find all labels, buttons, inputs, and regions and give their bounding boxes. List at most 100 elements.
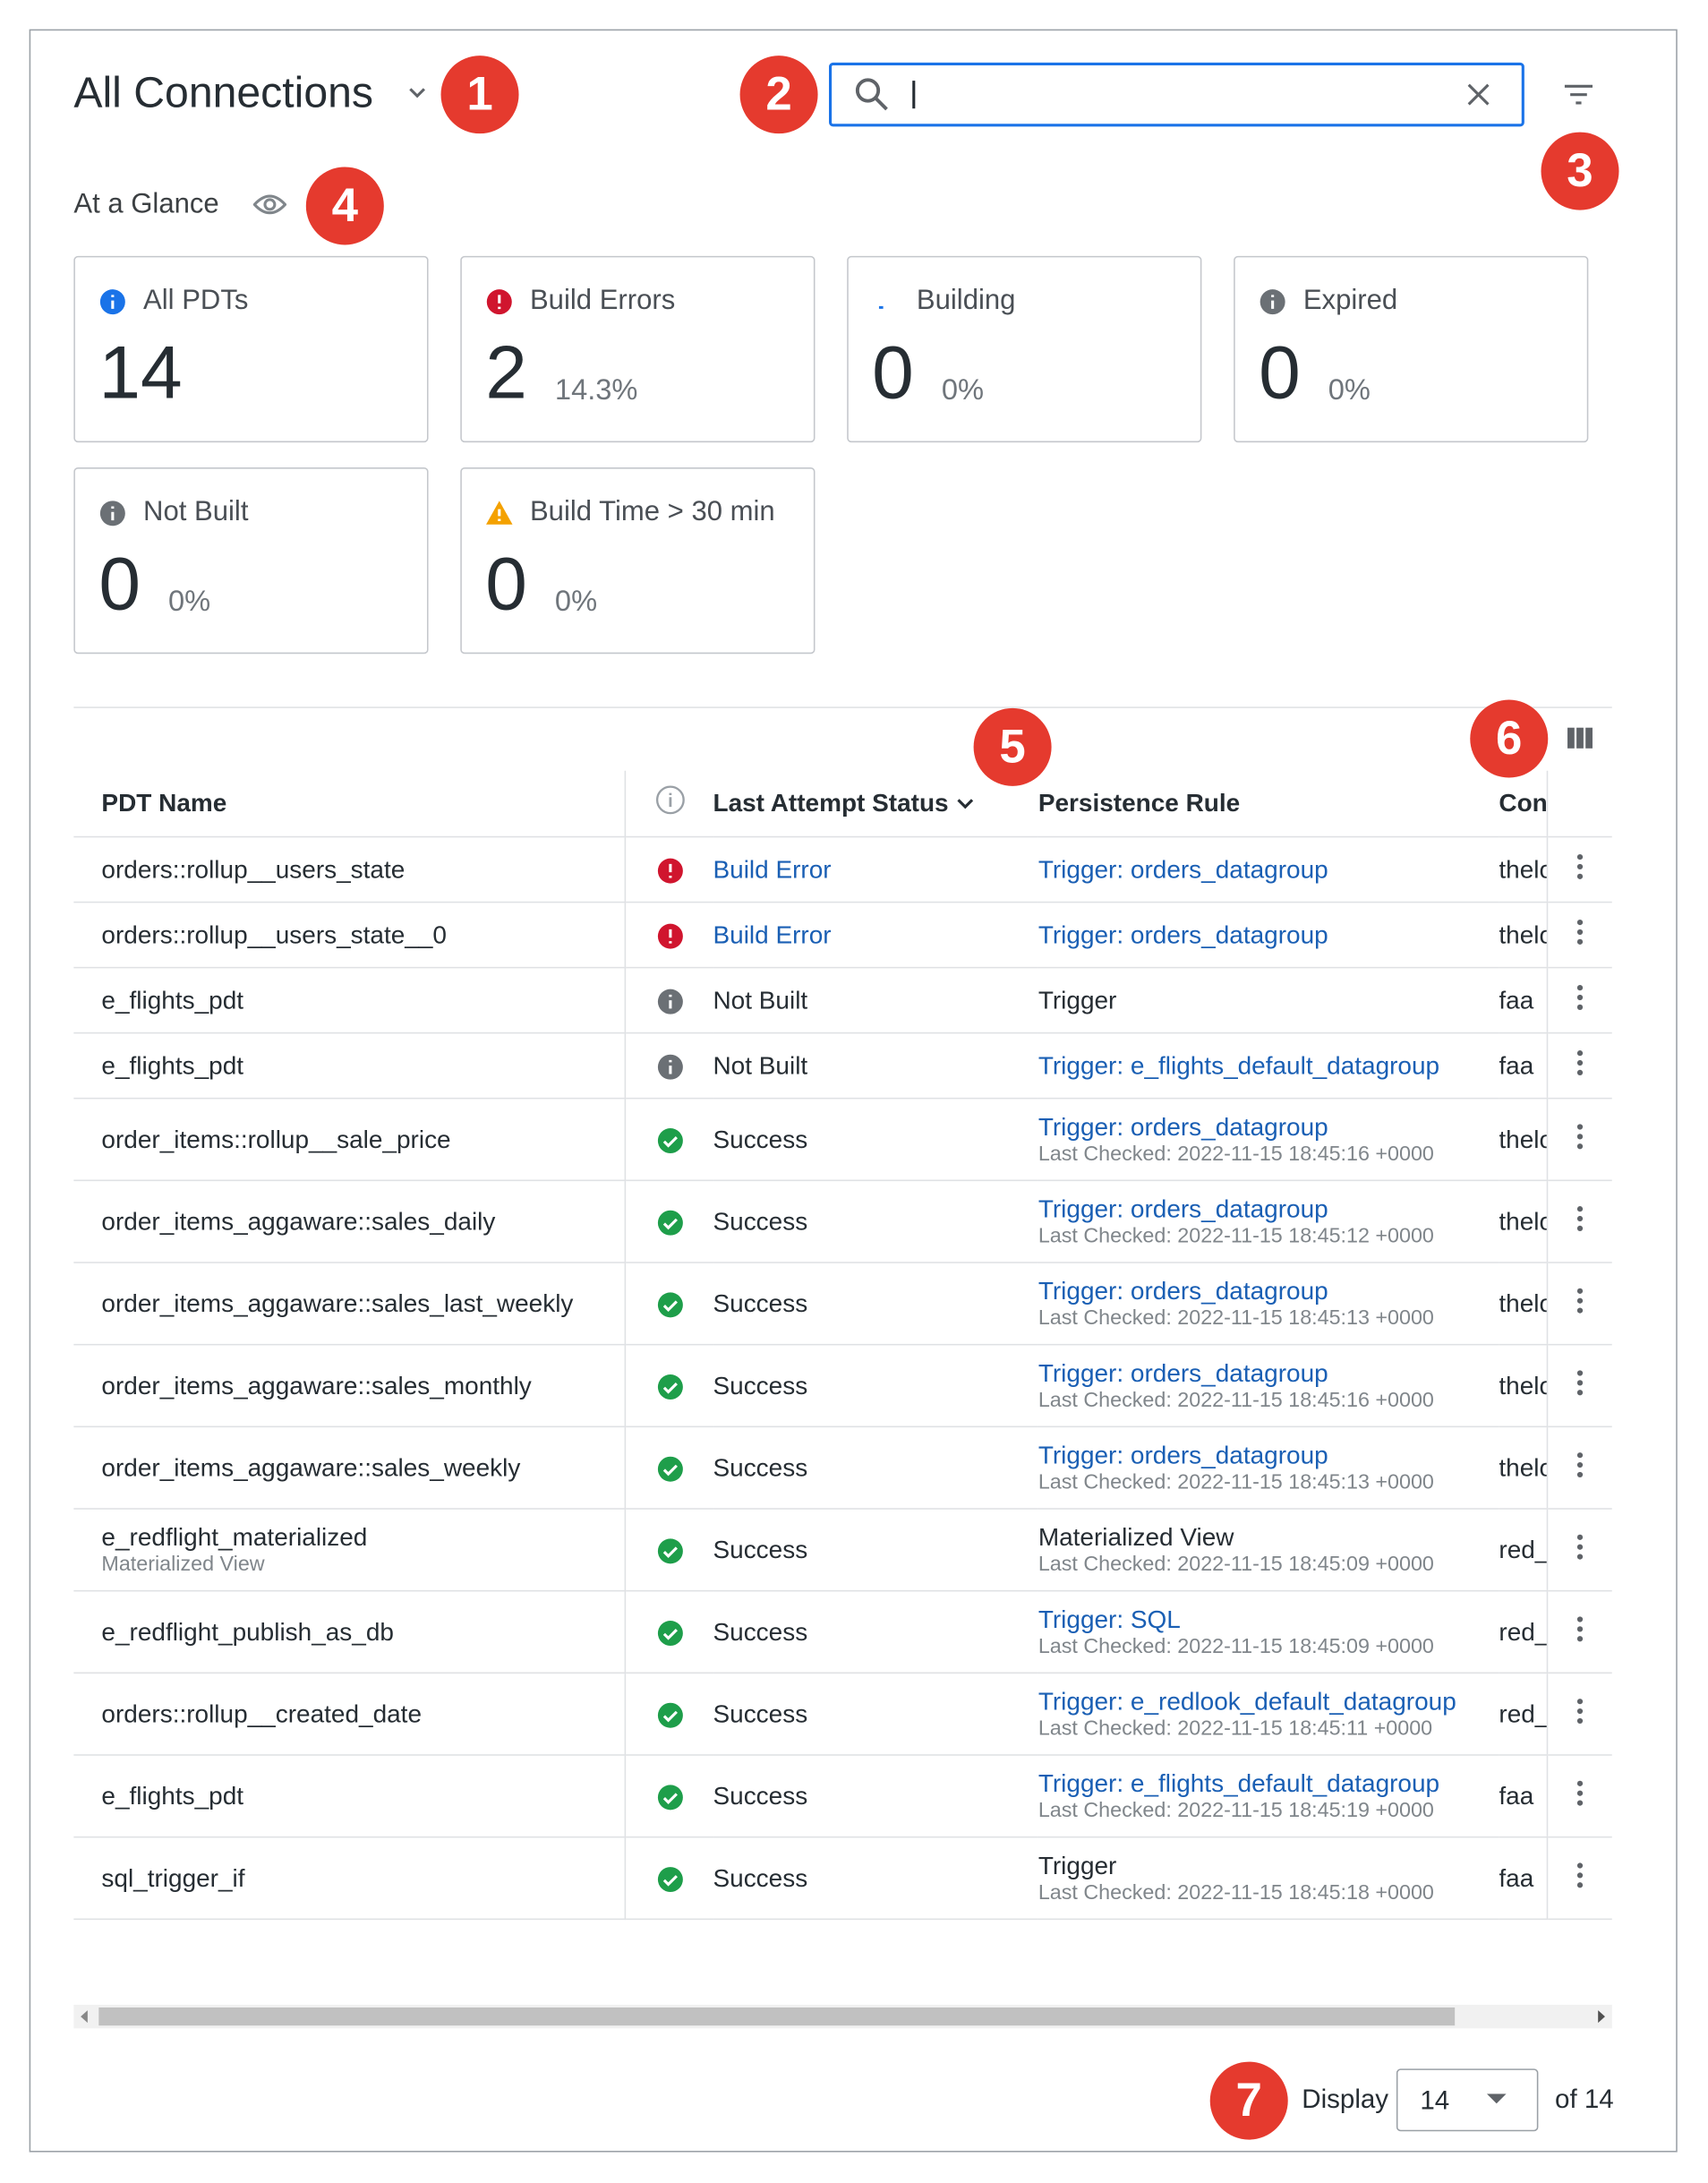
row-menu[interactable] xyxy=(1546,1426,1612,1510)
table-row[interactable]: sql_trigger_if Success Trigger Last Checked… xyxy=(73,1836,1612,1921)
row-menu[interactable] xyxy=(1546,1344,1612,1428)
table-row[interactable]: order_items_aggaware::sales_daily Success… xyxy=(73,1180,1612,1263)
table-row[interactable]: e_redflight_publish_as_db Success Trigger:… xyxy=(73,1590,1612,1674)
persistence-rule[interactable]: Trigger: orders_datagroup xyxy=(1038,1441,1328,1469)
kebab-icon[interactable] xyxy=(1576,1697,1584,1725)
table-row[interactable]: e_flights_pdt Not Built Trigger faa xyxy=(73,967,1612,1034)
row-menu[interactable] xyxy=(1546,836,1612,903)
kebab-icon[interactable] xyxy=(1576,1049,1584,1076)
table-row[interactable]: orders::rollup__users_state__0 Build Erro… xyxy=(73,902,1612,969)
status[interactable]: Build Error xyxy=(713,920,832,948)
kebab-icon[interactable] xyxy=(1576,1368,1584,1396)
connection: thelook xyxy=(1499,1098,1548,1182)
pdt-name: e_redflight_materialized xyxy=(101,1523,368,1552)
kebab-icon[interactable] xyxy=(1576,1778,1584,1806)
kebab-icon[interactable] xyxy=(1576,1122,1584,1150)
last-checked: Last Checked: 2022-11-15 18:45:09 +0000 xyxy=(1038,1634,1434,1659)
clear-icon[interactable] xyxy=(1466,82,1491,107)
connection: red_look xyxy=(1499,1673,1548,1756)
columns-icon[interactable] xyxy=(1567,727,1593,749)
persistence-rule[interactable]: Trigger: e_flights_default_datagroup xyxy=(1038,1050,1440,1079)
row-menu[interactable] xyxy=(1546,1754,1612,1838)
kebab-icon[interactable] xyxy=(1576,983,1584,1011)
status-cell: Success xyxy=(713,1508,1038,1592)
row-menu[interactable] xyxy=(1546,1673,1612,1756)
status-cell: Success xyxy=(713,1262,1038,1346)
row-menu[interactable] xyxy=(1546,902,1612,969)
kebab-icon[interactable] xyxy=(1576,852,1584,880)
page-size-select[interactable]: 14 xyxy=(1396,2068,1539,2132)
kebab-icon[interactable] xyxy=(1576,1451,1584,1478)
table-row[interactable]: e_flights_pdt Not Built Trigger: e_flights… xyxy=(73,1032,1612,1100)
persistence-rule[interactable]: Trigger: orders_datagroup xyxy=(1038,920,1328,948)
status-cell: Success xyxy=(713,1673,1038,1756)
row-menu[interactable] xyxy=(1546,1590,1612,1674)
persistence-rule: Trigger xyxy=(1038,1851,1117,1880)
status-icon-cell xyxy=(626,902,713,969)
card-label: Build Errors xyxy=(529,285,676,316)
column-header[interactable]: PDT Name xyxy=(73,770,627,838)
column-header[interactable]: Connection xyxy=(1499,770,1548,838)
card-label: Not Built xyxy=(143,496,249,527)
pdt-name: e_flights_pdt xyxy=(101,1781,244,1810)
column-header-text: Last Attempt Status xyxy=(713,788,949,818)
glance-card[interactable]: Build Time > 30 min 0 0% xyxy=(460,467,816,655)
scrollbar[interactable] xyxy=(73,2004,1612,2029)
table-row[interactable]: orders::rollup__created_date Success Trigg… xyxy=(73,1673,1612,1756)
kebab-icon[interactable] xyxy=(1576,1614,1584,1642)
persistence-rule[interactable]: Trigger: e_redlook_default_datagroup xyxy=(1038,1687,1456,1716)
row-menu[interactable] xyxy=(1546,1836,1612,1921)
row-menu[interactable] xyxy=(1546,1032,1612,1100)
column-header[interactable]: Persistence Rule xyxy=(1038,770,1499,838)
glance-card[interactable]: Build Errors 2 14.3% xyxy=(460,255,816,443)
kebab-icon[interactable] xyxy=(1576,1204,1584,1232)
last-checked: Last Checked: 2022-11-15 18:45:16 +0000 xyxy=(1038,1142,1434,1167)
column-header[interactable]: Last Attempt Status xyxy=(713,770,1038,838)
search-box[interactable] xyxy=(829,62,1524,127)
table-row[interactable]: orders::rollup__users_state Build Error Tr… xyxy=(73,836,1612,903)
kebab-icon[interactable] xyxy=(1576,1861,1584,1888)
persistence-rule[interactable]: Trigger: orders_datagroup xyxy=(1038,1112,1328,1142)
status-icon-cell xyxy=(626,1262,713,1346)
table-row[interactable]: order_items_aggaware::sales_monthly Succe… xyxy=(73,1344,1612,1428)
eye-icon[interactable] xyxy=(252,192,287,217)
glance-card[interactable]: All PDTs 14 xyxy=(73,255,429,443)
status-cell: Success xyxy=(713,1754,1038,1838)
kebab-icon[interactable] xyxy=(1576,1286,1584,1314)
filter-icon[interactable] xyxy=(1563,81,1593,108)
status[interactable]: Build Error xyxy=(713,854,832,883)
glance-card[interactable]: Not Built 0 0% xyxy=(73,467,429,655)
table-row[interactable]: order_items_aggaware::sales_last_weekly S… xyxy=(73,1262,1612,1346)
row-menu[interactable] xyxy=(1546,967,1612,1034)
pdt-name: order_items_aggaware::sales_monthly xyxy=(101,1371,532,1400)
last-checked: Last Checked: 2022-11-15 18:45:18 +0000 xyxy=(1038,1880,1434,1905)
scroll-thumb[interactable] xyxy=(98,2007,1456,2026)
table-row[interactable]: e_flights_pdt Success Trigger: e_flights_d… xyxy=(73,1754,1612,1838)
glance-card[interactable]: Expired 0 0% xyxy=(1234,255,1589,443)
persistence-rule[interactable]: Trigger: SQL xyxy=(1038,1605,1181,1634)
status: Success xyxy=(713,1125,808,1153)
title-dropdown[interactable] xyxy=(406,85,429,102)
persistence-rule[interactable]: Trigger: e_flights_default_datagroup xyxy=(1038,1769,1440,1798)
table-row[interactable]: order_items_aggaware::sales_weekly Succes… xyxy=(73,1426,1612,1510)
kebab-icon[interactable] xyxy=(1576,1532,1584,1560)
row-menu[interactable] xyxy=(1546,1262,1612,1346)
column-header-empty xyxy=(1546,770,1612,838)
pdt-name-cell: order_items::rollup__sale_price xyxy=(73,1098,627,1182)
glance-card[interactable]: Building 0 0% xyxy=(847,255,1202,443)
row-menu[interactable] xyxy=(1546,1508,1612,1592)
table-row[interactable]: order_items::rollup__sale_price Success Tr… xyxy=(73,1098,1612,1182)
row-menu[interactable] xyxy=(1546,1180,1612,1263)
persistence-rule[interactable]: Trigger: orders_datagroup xyxy=(1038,1358,1328,1388)
card-icon xyxy=(486,289,512,315)
persistence-rule[interactable]: Trigger: orders_datagroup xyxy=(1038,854,1328,883)
row-menu[interactable] xyxy=(1546,1098,1612,1182)
status-icon-cell xyxy=(626,1836,713,1921)
last-checked: Last Checked: 2022-11-15 18:45:12 +0000 xyxy=(1038,1224,1434,1248)
persistence-rule[interactable]: Trigger: orders_datagroup xyxy=(1038,1194,1328,1223)
persistence-rule[interactable]: Trigger: orders_datagroup xyxy=(1038,1277,1328,1306)
table-row[interactable]: e_redflight_materialized Materialized Vie… xyxy=(73,1508,1612,1592)
kebab-icon[interactable] xyxy=(1576,918,1584,946)
status-cell: Not Built xyxy=(713,1032,1038,1100)
